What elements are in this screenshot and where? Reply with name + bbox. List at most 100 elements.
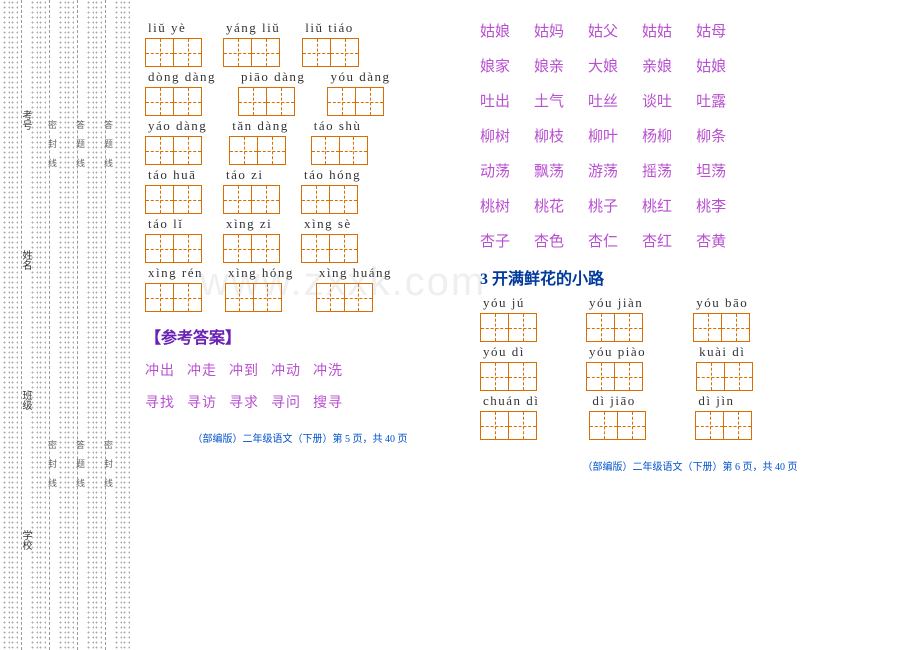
pinyin-label: liǔ yè: [145, 20, 186, 38]
character-grid: [316, 283, 372, 312]
pinyin-grid-block: yáng liǔ: [223, 20, 280, 67]
vocabulary-word: 姑姑: [642, 20, 672, 41]
character-grid: [301, 185, 357, 214]
grid-cell: [173, 185, 202, 214]
grid-cell: [225, 283, 254, 312]
grid-cell: [617, 411, 646, 440]
answer-word: 搜寻: [313, 396, 343, 411]
answer-word: 寻访: [187, 396, 217, 411]
vocabulary-word: 娘亲: [534, 55, 564, 76]
seal-line-1: 密 封 线: [46, 440, 59, 492]
character-grid: [229, 136, 285, 165]
grid-cell: [145, 87, 174, 116]
vocabulary-word: 姑父: [588, 20, 618, 41]
grid-cell: [480, 362, 509, 391]
pinyin-label: xìng huáng: [316, 265, 392, 283]
grid-cell: [329, 185, 358, 214]
grid-cell: [339, 136, 368, 165]
pinyin-grid-block: xìng rén: [145, 265, 203, 312]
answer-word: 冲走: [187, 364, 217, 379]
pinyin-grid-block: yóu jú: [480, 295, 536, 342]
vocabulary-word: 杏子: [480, 230, 510, 251]
pinyin-grid-block: piāo dàng: [238, 69, 305, 116]
pinyin-grid-block: yóu dàng: [327, 69, 390, 116]
character-grid: [225, 283, 281, 312]
grid-cell: [508, 362, 537, 391]
character-grid: [480, 362, 536, 391]
grid-cell: [508, 313, 537, 342]
grid-cell: [145, 185, 174, 214]
pinyin-label: yóu piào: [586, 344, 646, 362]
character-grid: [145, 283, 201, 312]
answer-line-1: 答 题 线: [74, 440, 87, 492]
seal-line-2: 密 封 线: [46, 120, 59, 172]
pinyin-grid-block: xìng zi: [223, 216, 279, 263]
grid-cell: [266, 87, 295, 116]
character-grid: [223, 234, 279, 263]
vocabulary-row: 吐出土气吐丝谈吐吐露: [480, 90, 900, 111]
character-grid: [238, 87, 294, 116]
pinyin-label: piāo dàng: [238, 69, 305, 87]
grid-cell: [695, 411, 724, 440]
answer-line-2: 答 题 线: [74, 120, 87, 172]
grid-cell: [145, 283, 174, 312]
pinyin-label: táo shù: [311, 118, 362, 136]
pinyin-label: tǎn dàng: [229, 118, 288, 136]
grid-cell: [229, 136, 258, 165]
pinyin-label: dòng dàng: [145, 69, 216, 87]
pinyin-grid-block: tǎn dàng: [229, 118, 288, 165]
pinyin-grid-block: yóu piào: [586, 344, 646, 391]
grid-cell: [480, 313, 509, 342]
grid-cell: [355, 87, 384, 116]
pinyin-grid-block: xìng huáng: [316, 265, 392, 312]
grid-cell: [316, 283, 345, 312]
character-grid: [302, 38, 358, 67]
character-grid: [586, 313, 642, 342]
grid-cell: [724, 362, 753, 391]
pinyin-label: kuài dì: [696, 344, 745, 362]
page-5: liǔ yèyáng liǔliǔ tiáodòng dàngpiāo dàng…: [145, 20, 455, 630]
vocabulary-word: 姑母: [696, 20, 726, 41]
vocabulary-word: 飘荡: [534, 160, 564, 181]
vocabulary-word: 吐丝: [588, 90, 618, 111]
character-grid: [145, 185, 201, 214]
label-name: 姓名: [18, 250, 33, 270]
label-school: 学校: [18, 530, 33, 550]
vocabulary-word: 杏色: [534, 230, 564, 251]
vocabulary-word: 杏红: [642, 230, 672, 251]
pinyin-label: táo zi: [223, 167, 264, 185]
pinyin-row: táo lǐxìng zixìng sè: [145, 216, 455, 263]
grid-cell: [223, 38, 252, 67]
vocabulary-word: 吐出: [480, 90, 510, 111]
vocabulary-word: 柳条: [696, 125, 726, 146]
grid-cell: [173, 136, 202, 165]
pinyin-row: chuán dì dì jiāo dì jìn: [480, 393, 900, 440]
character-grid: [327, 87, 383, 116]
pinyin-label: yóu jiàn: [586, 295, 643, 313]
pinyin-grid-block: yáo dàng: [145, 118, 207, 165]
pinyin-row: táo huā táo zi táo hóng: [145, 167, 455, 214]
grid-cell: [251, 185, 280, 214]
pinyin-grid-block: dì jiāo: [589, 393, 645, 440]
answer-line: 寻找寻访寻求寻问搜寻: [145, 392, 455, 412]
pinyin-label: chuán dì: [480, 393, 539, 411]
grid-cell: [173, 38, 202, 67]
vocabulary-word: 谈吐: [642, 90, 672, 111]
pinyin-label: táo lǐ: [145, 216, 183, 234]
pinyin-grid-block: táo hóng: [301, 167, 361, 214]
vocabulary-word: 动荡: [480, 160, 510, 181]
pinyin-grid-block: dì jìn: [695, 393, 751, 440]
character-grid: [480, 411, 536, 440]
pinyin-label: yáo dàng: [145, 118, 207, 136]
pinyin-label: táo huā: [145, 167, 196, 185]
grid-cell: [145, 234, 174, 263]
vocabulary-word: 坦荡: [696, 160, 726, 181]
grid-cell: [586, 313, 615, 342]
pinyin-label: dì jiāo: [589, 393, 635, 411]
vocabulary-word: 吐露: [696, 90, 726, 111]
grid-cell: [173, 283, 202, 312]
character-grid: [223, 38, 279, 67]
vocabulary-word: 桃子: [588, 195, 618, 216]
pinyin-grid-block: kuài dì: [696, 344, 752, 391]
grid-cell: [311, 136, 340, 165]
